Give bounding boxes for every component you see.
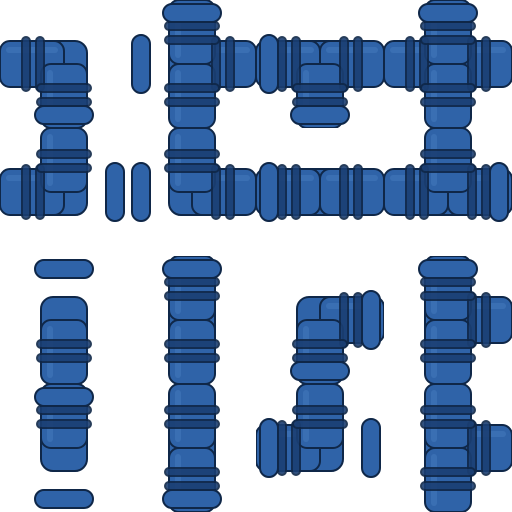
pipe-tile-graphic (162, 384, 222, 512)
pipe-tile-graphic (34, 384, 94, 509)
pipe-tile-graphic (131, 128, 256, 222)
pipe-tile-graphic (256, 162, 384, 222)
pipe-tile-graphic (420, 384, 512, 512)
pipe-tile (256, 384, 384, 512)
pipe-tile-graphic (384, 0, 512, 128)
pipe-tile-graphic (0, 128, 125, 222)
pipe-tile (0, 128, 128, 256)
pipe-tile (384, 0, 512, 128)
pipe-tile-graphic (0, 36, 94, 128)
pipe-tile (128, 0, 256, 128)
pipe-tile-graphic (256, 384, 381, 478)
pipe-tile (128, 256, 256, 384)
pipe-tile-graphic (256, 34, 384, 128)
pipe-tile (256, 128, 384, 256)
pipe-tile (128, 128, 256, 256)
pipe-tile (0, 256, 128, 384)
pipe-tile (0, 0, 128, 128)
pipe-tile-graphic (418, 256, 512, 384)
pipe-tile (256, 0, 384, 128)
pipe-tile (384, 256, 512, 384)
pipe-tile-graphic (290, 290, 384, 384)
pipe-tile-graphic (131, 0, 256, 128)
pipe-tile-graphic (34, 259, 94, 384)
pipe-tile (128, 384, 256, 512)
pipe-tile (384, 128, 512, 256)
pipe-tile-graphic (384, 128, 512, 222)
pipe-tile-graphic (162, 256, 222, 384)
pipe-tile (0, 384, 128, 512)
pipe-tile (384, 384, 512, 512)
pipe-tile (256, 256, 384, 384)
